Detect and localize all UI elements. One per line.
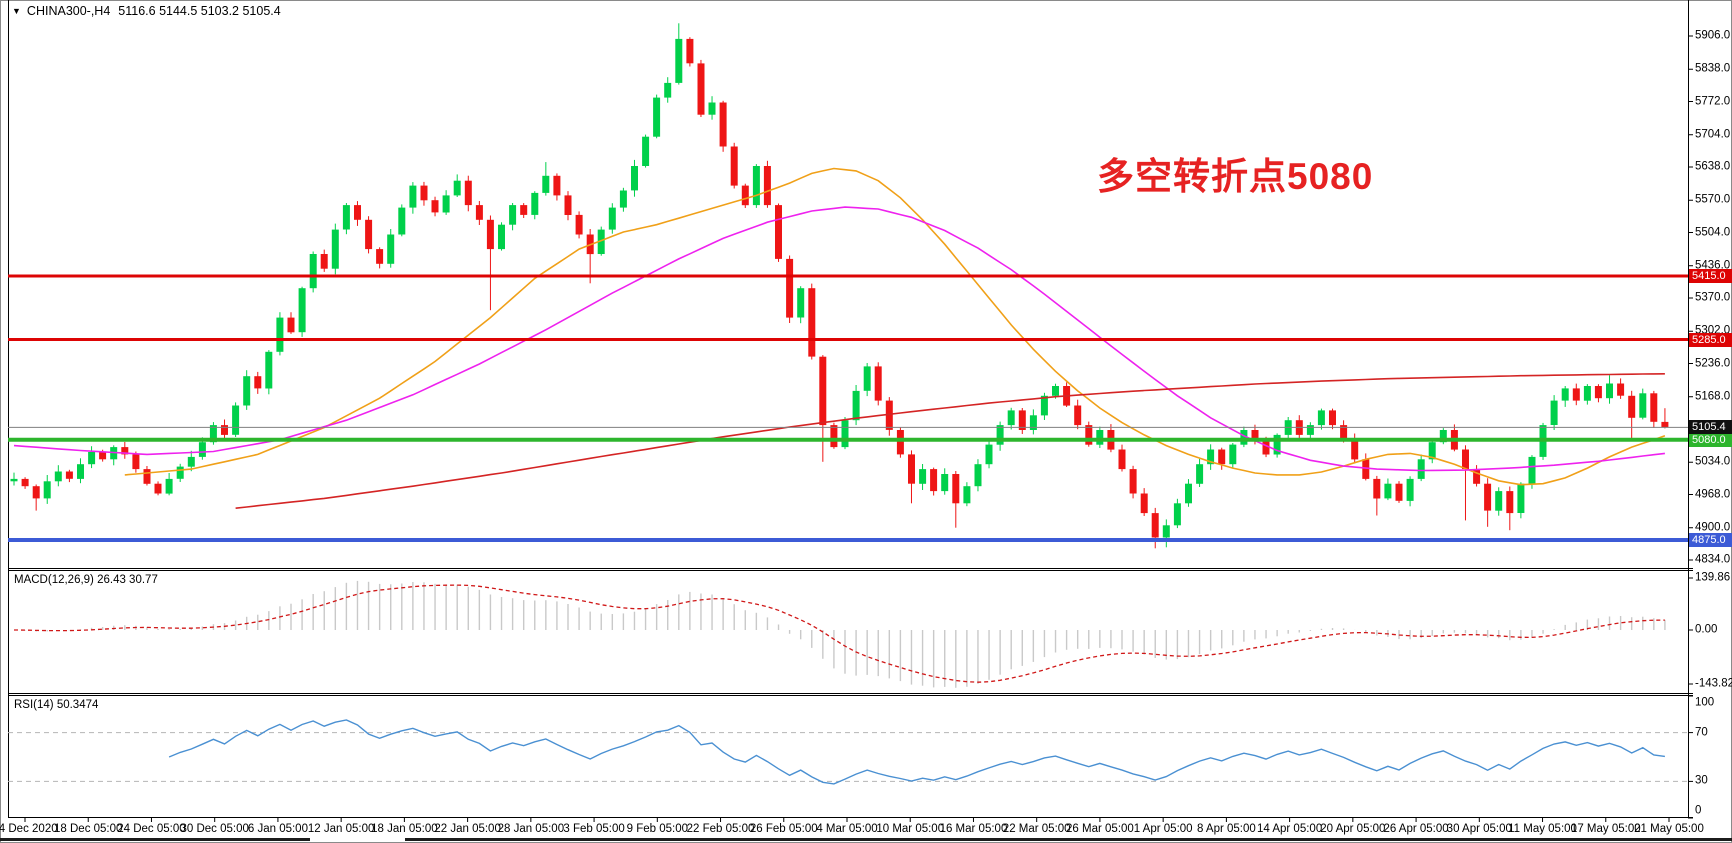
date-label: 22 Feb 05:00 xyxy=(686,823,755,835)
rsi-indicator-label: RSI(14) 50.3474 xyxy=(14,699,99,711)
date-label: 6 Jan 05:00 xyxy=(247,823,308,835)
date-label: 28 Jan 05:00 xyxy=(497,823,565,835)
date-label: 10 Mar 05:00 xyxy=(876,823,945,835)
date-label: 26 Mar 05:00 xyxy=(1066,823,1134,835)
ohlc-values: 5116.6 5144.5 5103.2 5105.4 xyxy=(118,4,281,18)
date-label: 4 Mar 05:00 xyxy=(816,823,878,835)
y-axis-label: 5168.0 xyxy=(1695,390,1731,403)
rsi-scale-label: 100 xyxy=(1695,696,1715,709)
date-label: 14 Apr 05:00 xyxy=(1256,823,1323,835)
macd-scale-label: -143.82 xyxy=(1695,677,1732,690)
date-label: 16 Mar 05:00 xyxy=(939,823,1008,835)
ma-mid-line xyxy=(13,206,1665,472)
date-label: 14 Dec 2020 xyxy=(0,823,58,835)
date-label: 30 Apr 05:00 xyxy=(1446,823,1512,835)
chart-title: ▼ CHINA300-,H4 5116.6 5144.5 5103.2 5105.4 xyxy=(12,4,281,18)
y-axis-label: 5504.0 xyxy=(1695,226,1731,238)
window-bottom-edge xyxy=(405,838,1732,841)
rsi-line xyxy=(168,719,1665,785)
date-label: 9 Feb 05:00 xyxy=(626,823,688,835)
y-axis-label: 5838.0 xyxy=(1695,62,1731,75)
price-box-5415.0: 5415.0 xyxy=(1689,269,1732,283)
current-price-box: 5105.4 xyxy=(1689,420,1732,435)
annotation-text: 多空转折点5080 xyxy=(1097,156,1374,197)
y-axis-label: 5034.0 xyxy=(1695,455,1731,468)
rsi-scale-label: 30 xyxy=(1695,774,1708,787)
date-label: 26 Feb 05:00 xyxy=(749,823,818,835)
date-label: 18 Jan 05:00 xyxy=(371,823,438,835)
macd-scale-label: 0.00 xyxy=(1695,623,1718,636)
chart-dropdown-icon[interactable]: ▼ xyxy=(12,6,21,16)
macd-signal-line xyxy=(13,584,1665,683)
date-label: 8 Apr 05:00 xyxy=(1196,823,1256,835)
y-axis-label: 5436.0 xyxy=(1695,259,1731,272)
date-label: 22 Mar 05:00 xyxy=(1002,823,1071,835)
price-box-4875.0: 4875.0 xyxy=(1689,532,1732,547)
window-bottom-edge xyxy=(0,838,310,841)
price-box-5285.0: 5285.0 xyxy=(1689,332,1732,347)
rsi-scale-label: 0 xyxy=(1695,804,1702,817)
ma-slow-line xyxy=(235,373,1665,509)
macd-scale-label: 139.86 xyxy=(1695,571,1731,584)
date-label: 3 Feb 05:00 xyxy=(563,823,625,835)
y-axis-label: 5704.0 xyxy=(1695,128,1731,141)
y-axis-label: 5772.0 xyxy=(1695,95,1731,107)
ma-fast-line xyxy=(124,167,1666,486)
symbol-period-label: CHINA300-,H4 xyxy=(26,4,111,18)
macd-indicator-label: MACD(12,26,9) 26.43 30.77 xyxy=(14,574,158,586)
y-axis-label: 4968.0 xyxy=(1695,488,1731,500)
rsi-scale-label: 70 xyxy=(1695,726,1708,739)
date-label: 22 Jan 05:00 xyxy=(434,823,501,835)
y-axis-label: 4834.0 xyxy=(1695,553,1731,566)
y-axis-label: 5906.0 xyxy=(1695,29,1731,42)
date-label: 17 May 05:00 xyxy=(1570,823,1641,835)
y-axis-label: 5638.0 xyxy=(1695,160,1731,173)
date-label: 11 May 05:00 xyxy=(1508,823,1577,835)
date-label: 1 Apr 05:00 xyxy=(1133,823,1193,835)
price-box-5080.0: 5080.0 xyxy=(1689,432,1732,447)
date-label: 20 Apr 05:00 xyxy=(1320,823,1386,835)
y-axis-label: 5370.0 xyxy=(1695,291,1731,304)
y-axis-label: 5570.0 xyxy=(1695,193,1731,206)
date-label: 21 May 05:00 xyxy=(1634,823,1704,835)
y-axis-label: 5236.0 xyxy=(1695,357,1731,369)
y-axis-label: 4900.0 xyxy=(1695,521,1731,534)
date-label: 24 Dec 05:00 xyxy=(117,823,186,835)
candlestick-layer xyxy=(10,23,1669,549)
date-label: 26 Apr 05:00 xyxy=(1383,823,1449,835)
macd-histogram xyxy=(24,580,1666,688)
date-label: 30 Dec 05:00 xyxy=(180,823,249,835)
date-label: 12 Jan 05:00 xyxy=(307,823,375,835)
date-label: 18 Dec 05:00 xyxy=(54,823,123,835)
